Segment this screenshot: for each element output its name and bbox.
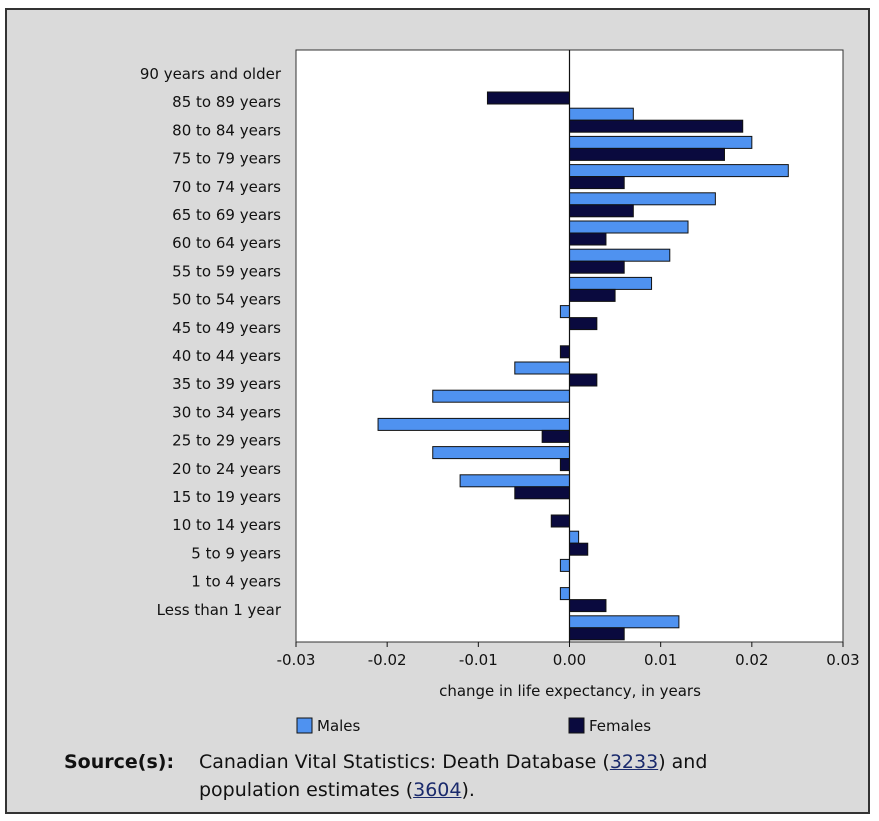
legend-swatch-females — [568, 717, 585, 734]
bar-males — [569, 248, 671, 262]
bar-females — [569, 599, 607, 613]
category-label: 40 to 44 years — [172, 347, 281, 365]
bar-group — [377, 91, 789, 641]
bar-males — [569, 192, 716, 206]
category-labels: 90 years and older 85 to 89 years 80 to 84… — [140, 65, 282, 619]
category-label: 65 to 69 years — [172, 206, 281, 224]
bar-males — [377, 417, 570, 431]
source-label: Source(s): — [64, 751, 175, 773]
bar-males — [569, 164, 789, 178]
source-note: Source(s): Canadian Vital Statistics: Dea… — [64, 748, 759, 804]
bar-males — [569, 615, 680, 629]
bar-males — [569, 107, 634, 121]
legend: Males Females — [296, 717, 651, 735]
bar-females — [514, 486, 570, 500]
bar-females — [569, 176, 625, 190]
x-axis-ticks: -0.03 -0.02 -0.01 0.00 0.01 0.02 0.03 — [277, 642, 860, 669]
x-tick-label: 0.01 — [644, 651, 677, 669]
bar-males — [569, 135, 753, 149]
category-label: 75 to 79 years — [172, 150, 281, 168]
x-tick-label: -0.03 — [277, 651, 316, 669]
bar-females — [559, 458, 571, 472]
bar-females — [569, 260, 625, 274]
x-tick-label: 0.00 — [553, 651, 586, 669]
source-link-3604[interactable]: 3604 — [413, 779, 462, 801]
bar-males — [559, 558, 571, 572]
bar-females — [569, 147, 725, 161]
bar-males — [559, 305, 571, 319]
bar-females — [569, 317, 598, 331]
category-label: 5 to 9 years — [191, 544, 281, 562]
category-label: Less than 1 year — [157, 601, 282, 619]
source-text-part-1: Canadian Vital Statistics: Death Databas… — [199, 751, 610, 773]
x-tick-label: -0.01 — [459, 651, 498, 669]
category-label: 70 to 74 years — [172, 178, 281, 196]
category-label: 1 to 4 years — [191, 573, 281, 591]
category-label: 55 to 59 years — [172, 262, 281, 280]
bar-males — [559, 587, 571, 601]
bar-females — [569, 119, 744, 133]
bar-males — [569, 276, 653, 290]
bar-males — [432, 446, 570, 460]
bar-females — [569, 542, 589, 556]
source-text-part-2: ) and population estimates ( — [199, 751, 708, 801]
bar-females — [486, 91, 571, 105]
bar-females — [550, 514, 570, 528]
x-axis-title: change in life expectancy, in years — [439, 682, 701, 700]
bar-males — [569, 220, 689, 234]
bar-males — [459, 474, 571, 488]
source-link-3233[interactable]: 3233 — [609, 751, 659, 773]
bar-females — [569, 373, 598, 387]
x-tick-label: 0.03 — [826, 651, 859, 669]
bar-females — [559, 345, 571, 359]
category-label: 80 to 84 years — [172, 121, 281, 139]
category-label: 10 to 14 years — [172, 516, 281, 534]
category-label: 85 to 89 years — [172, 93, 281, 111]
category-label: 30 to 34 years — [172, 403, 281, 421]
source-text: Canadian Vital Statistics: Death Databas… — [199, 748, 759, 804]
category-label: 90 years and older — [140, 65, 282, 83]
bar-females — [541, 429, 571, 443]
bar-females — [569, 627, 625, 641]
category-label: 60 to 64 years — [172, 234, 281, 252]
bar-females — [569, 288, 616, 302]
bar-females — [569, 204, 634, 218]
category-label: 25 to 29 years — [172, 432, 281, 450]
legend-swatch-males — [296, 717, 313, 734]
legend-label-females: Females — [589, 717, 651, 735]
x-tick-label: 0.02 — [735, 651, 768, 669]
bar-males — [569, 530, 580, 544]
category-label: 45 to 49 years — [172, 319, 281, 337]
category-label: 50 to 54 years — [172, 291, 281, 309]
category-label: 20 to 24 years — [172, 460, 281, 478]
legend-label-males: Males — [317, 717, 361, 735]
bar-males — [514, 361, 570, 375]
category-label: 35 to 39 years — [172, 375, 281, 393]
x-tick-label: -0.02 — [368, 651, 407, 669]
source-text-part-3: ). — [461, 779, 475, 801]
category-label: 15 to 19 years — [172, 488, 281, 506]
bar-females — [569, 232, 607, 246]
bar-males — [432, 389, 570, 403]
